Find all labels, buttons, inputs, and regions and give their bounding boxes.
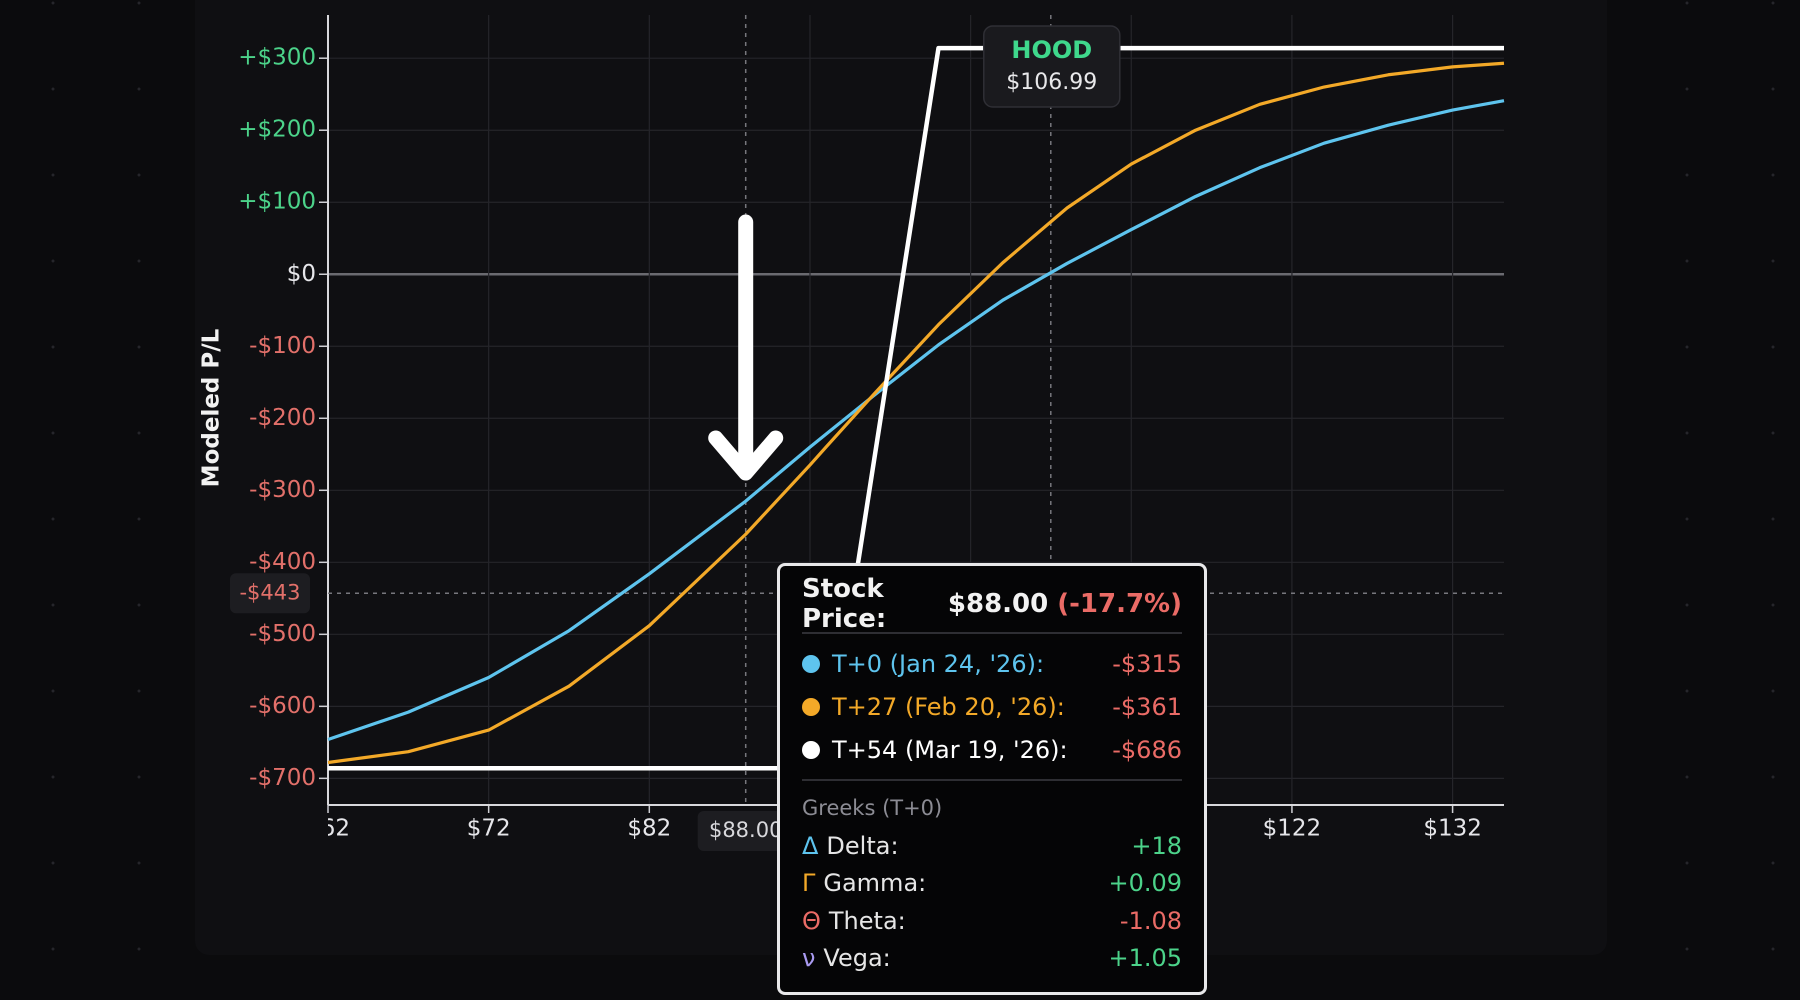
greek-row: Θ Theta: -1.08 bbox=[802, 902, 1182, 940]
greek-symbol: Γ bbox=[802, 869, 816, 898]
y-tick-label: -$100 bbox=[249, 333, 316, 359]
tooltip-price: $88.00 bbox=[947, 589, 1049, 619]
series-name: T+54 (Mar 19, '26): bbox=[832, 735, 1068, 764]
greek-value: +0.09 bbox=[1108, 869, 1182, 898]
marker-price: $106.99 bbox=[1006, 70, 1097, 95]
crosshair-y-badge bbox=[230, 573, 310, 614]
series-value: -$315 bbox=[1112, 649, 1182, 678]
tooltip-change: (-17.7%) bbox=[1057, 589, 1182, 619]
tooltip-row: T+0 (Jan 24, '26): -$315 bbox=[802, 642, 1182, 685]
series-name: T+27 (Feb 20, '26): bbox=[832, 692, 1065, 721]
y-tick-label: -$400 bbox=[249, 549, 316, 575]
tooltip-rows: T+0 (Jan 24, '26): -$315 T+27 (Feb 20, '26… bbox=[802, 642, 1182, 771]
greeks-title: Greeks (T+0) bbox=[802, 796, 943, 820]
greek-name: Gamma: bbox=[823, 869, 927, 898]
y-tick-label: $0 bbox=[287, 261, 316, 287]
tooltip-row: T+27 (Feb 20, '26): -$361 bbox=[802, 685, 1182, 728]
crosshair-y-label: -$443 bbox=[239, 580, 300, 604]
divider bbox=[802, 632, 1182, 634]
series-name: T+0 (Jan 24, '26): bbox=[832, 649, 1045, 678]
divider bbox=[802, 779, 1182, 781]
y-tick-label: -$600 bbox=[249, 693, 316, 719]
y-tick-label: +$100 bbox=[238, 189, 316, 215]
y-tick-label: +$200 bbox=[238, 117, 316, 143]
x-tick-label: $132 bbox=[1423, 816, 1482, 842]
crosshair-x-badge bbox=[697, 811, 794, 851]
y-tick-label: -$700 bbox=[249, 765, 316, 791]
series-line bbox=[327, 99, 1505, 741]
tooltip-heading: Stock Price: bbox=[802, 574, 887, 634]
greek-symbol: Δ bbox=[802, 831, 819, 860]
y-tick-label: -$500 bbox=[249, 621, 316, 647]
tooltip: Stock Price: $88.00 (-17.7%) T+0 (Jan 24… bbox=[777, 563, 1207, 995]
greek-row: Δ Delta: +18 bbox=[802, 827, 1182, 865]
tooltip-row: T+54 (Mar 19, '26): -$686 bbox=[802, 728, 1182, 771]
y-axis-label: Modeled P/L bbox=[199, 328, 225, 487]
marker-badge bbox=[983, 25, 1121, 108]
greek-symbol: Θ bbox=[802, 906, 821, 935]
series-value: -$686 bbox=[1112, 735, 1182, 764]
greek-name: Vega: bbox=[823, 944, 891, 973]
y-tick-label: -$200 bbox=[249, 405, 316, 431]
series-dot bbox=[802, 654, 820, 673]
greek-value: -1.08 bbox=[1119, 906, 1182, 935]
x-tick-label: $72 bbox=[467, 816, 511, 842]
series-dot bbox=[802, 697, 820, 716]
arrow-head bbox=[708, 430, 784, 481]
greek-name: Theta: bbox=[828, 906, 906, 935]
greek-symbol: ν bbox=[802, 944, 816, 973]
y-tick-label: +$300 bbox=[238, 45, 316, 71]
series-dot bbox=[802, 740, 820, 759]
x-tick-label: $62 bbox=[306, 816, 350, 842]
x-tick-label: $122 bbox=[1263, 816, 1322, 842]
greek-name: Delta: bbox=[826, 831, 899, 860]
greeks: Δ Delta: +18 Γ Gamma: +0.09 Θ Theta: -1.08 ν Vega:… bbox=[802, 827, 1182, 977]
series-line bbox=[327, 61, 1505, 765]
crosshair-x-label: $88.00 bbox=[709, 818, 782, 842]
tooltip-title: Stock Price: $88.00 (-17.7%) bbox=[802, 574, 1182, 634]
series-value: -$361 bbox=[1112, 692, 1182, 721]
greek-value: +18 bbox=[1131, 831, 1182, 860]
greek-value: +1.05 bbox=[1108, 944, 1182, 973]
y-tick-label: -$300 bbox=[249, 477, 316, 503]
marker-symbol: HOOD bbox=[1011, 36, 1092, 64]
greek-row: Γ Gamma: +0.09 bbox=[802, 865, 1182, 903]
x-tick-label: $82 bbox=[627, 816, 671, 842]
series-line bbox=[328, 45, 1504, 771]
greek-row: ν Vega: +1.05 bbox=[802, 940, 1182, 978]
